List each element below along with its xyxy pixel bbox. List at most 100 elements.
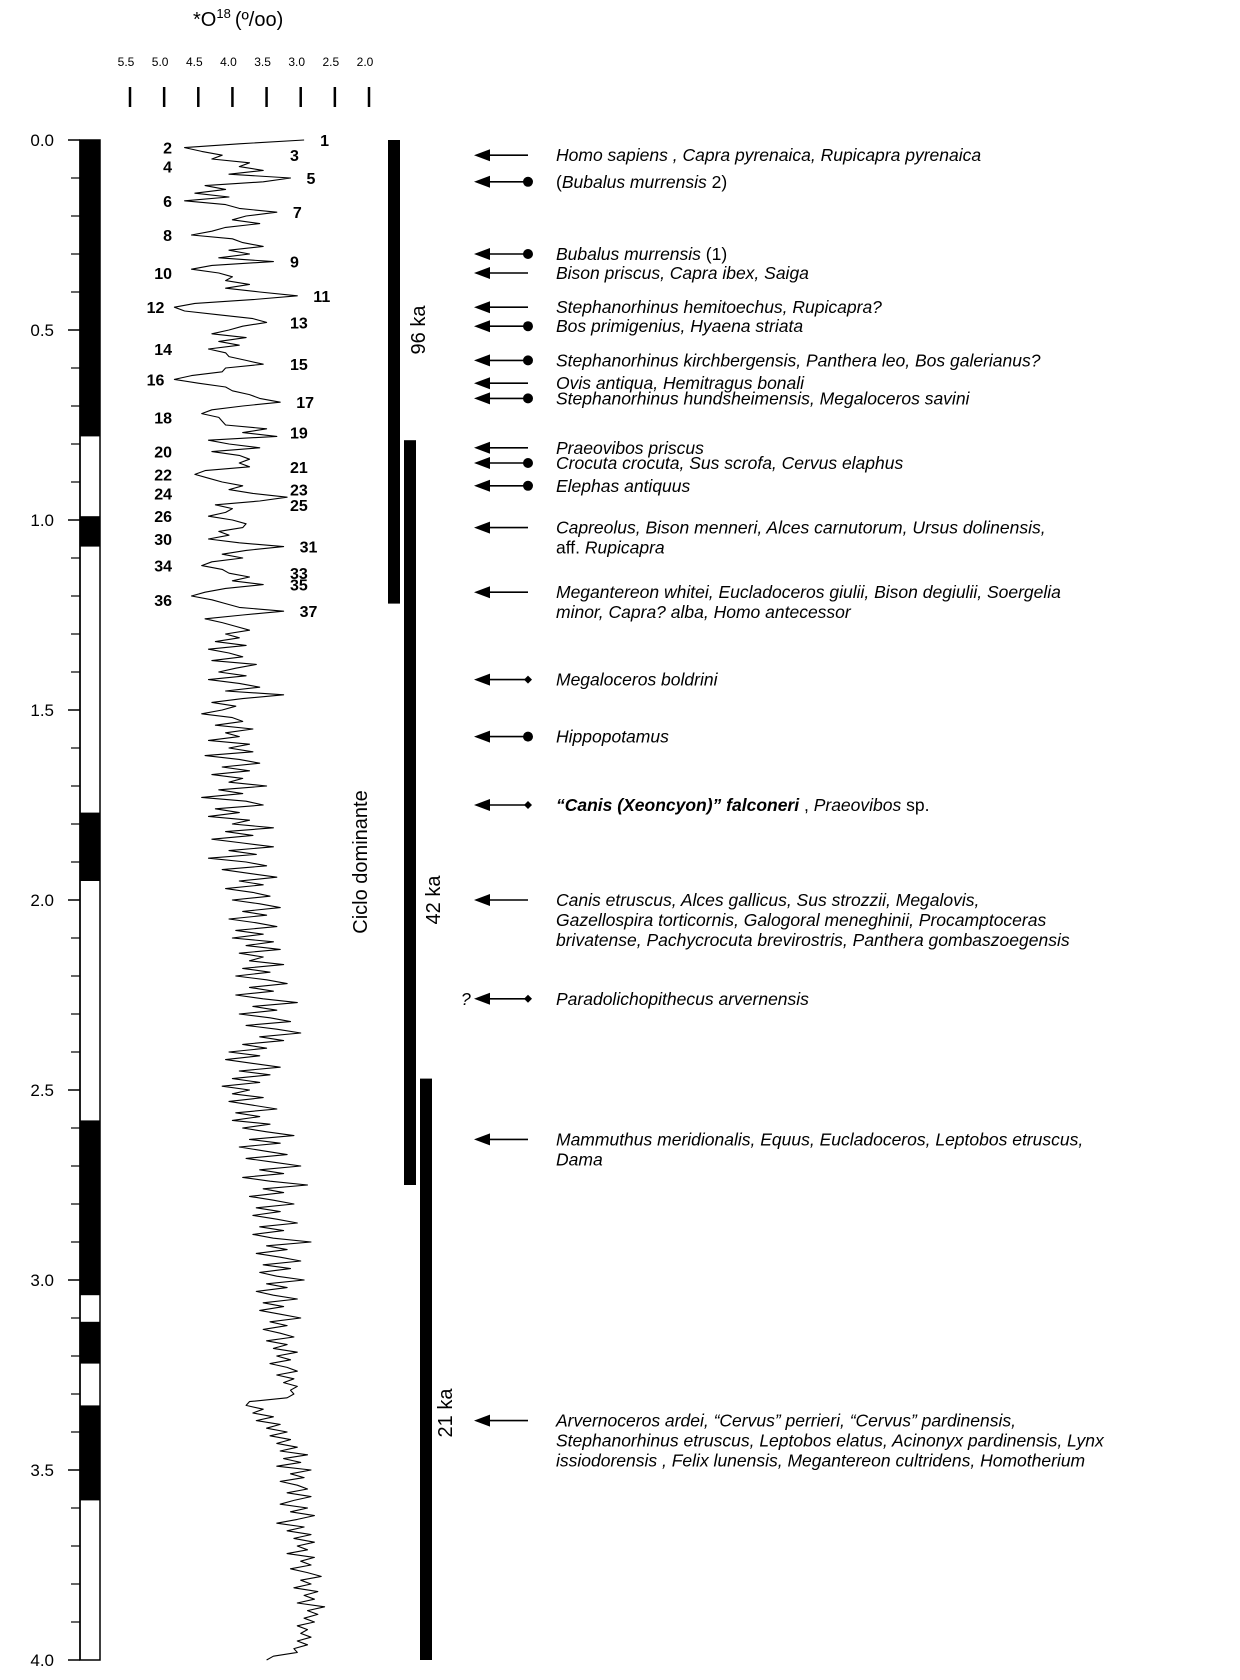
- isotope-stage-labels: 12 34567891011121314151617181920212223242…: [147, 133, 331, 621]
- fauna-species-text: “Canis (Xeoncyon)” falconeri , Praeovibo…: [556, 795, 929, 815]
- fauna-event: Megaloceros boldrini: [474, 670, 719, 690]
- dot-marker-icon: [523, 355, 533, 365]
- isotope-stage-label: 4: [163, 160, 172, 177]
- fauna-species-text: Stephanorhinus hundsheimensis, Megalocer…: [556, 388, 971, 408]
- fauna-species-text: Stephanorhinus kirchbergensis, Panthera …: [556, 350, 1041, 370]
- arrow-head-icon: [474, 320, 490, 332]
- cycle-bar: [404, 440, 416, 1185]
- fauna-species-text: Paradolichopithecus arvernensis: [556, 989, 809, 1009]
- x-tick-label: 2.0: [357, 55, 374, 69]
- arrow-head-icon: [474, 799, 490, 811]
- isotope-stage-label: 30: [154, 532, 172, 549]
- fauna-event: Homo sapiens , Capra pyrenaica, Rupicapr…: [474, 145, 981, 165]
- cycle-label: 42 ka: [423, 875, 445, 925]
- svg-text:*O18(º/oo): *O18 (º/oo): [193, 6, 283, 31]
- species-run: Capreolus, Bison menneri, Alces carnutor…: [556, 518, 1046, 538]
- arrow-head-icon: [474, 480, 490, 492]
- isotope-stage-label: 12: [147, 300, 165, 317]
- fauna-event: Hippopotamus: [474, 727, 669, 747]
- x-tick-label: 5.5: [118, 55, 135, 69]
- dot-marker-icon: [523, 249, 533, 259]
- arrow-head-icon: [474, 301, 490, 313]
- y-tick-label: 2.5: [30, 1081, 54, 1100]
- fauna-species-text: (Bubalus murrensis 2): [556, 172, 727, 192]
- fauna-species-text: Stephanorhinus hemitoechus, Rupicapra?: [556, 297, 882, 317]
- isotope-stage-label: 20: [154, 445, 172, 462]
- species-run: Stephanorhinus etruscus, Leptobos elatus…: [556, 1431, 1105, 1451]
- fauna-species-text: Bubalus murrensis (1): [556, 244, 727, 264]
- species-run: Megantereon whitei, Eucladoceros giulii,…: [556, 582, 1061, 602]
- species-run: Canis etruscus, Alces gallicus, Sus stro…: [556, 890, 979, 910]
- y-tick-label: 3.0: [30, 1271, 54, 1290]
- dot-marker-icon: [523, 321, 533, 331]
- dot-marker-icon: [523, 481, 533, 491]
- y-tick-label: 3.5: [30, 1461, 54, 1480]
- fauna-species-text-continuation: aff. Rupicapra: [556, 538, 665, 558]
- isotope-stage-label: 8: [163, 228, 172, 245]
- title-unit: (º/oo): [235, 9, 283, 31]
- fauna-event: Bison priscus, Capra ibex, Saiga: [474, 263, 809, 283]
- isotope-stage-label: 34: [154, 559, 172, 576]
- arrow-head-icon: [474, 442, 490, 454]
- species-run: Rupicapra: [585, 538, 665, 558]
- x-tick-label: 2.5: [323, 55, 340, 69]
- cycle-bar: [420, 1079, 432, 1660]
- normal-polarity-chron: [80, 1322, 100, 1364]
- fauna-event: Bubalus murrensis (1): [474, 244, 727, 264]
- dominant-cycle-bars: 96 ka 42 ka 21 ka Ciclo dominante: [350, 140, 457, 1660]
- isotope-stage-label: 18: [154, 410, 172, 427]
- species-run: Praeovibos: [814, 795, 902, 815]
- dominant-cycle-label: Ciclo dominante: [350, 790, 372, 933]
- normal-polarity-chron: [80, 813, 100, 881]
- fauna-species-text: Elephas antiquus: [556, 476, 691, 496]
- normal-polarity-chron: [80, 1120, 100, 1295]
- fauna-species-text: Homo sapiens , Capra pyrenaica, Rupicapr…: [556, 145, 981, 165]
- dot-marker-icon: [523, 177, 533, 187]
- isotope-stage-label: 11: [313, 289, 330, 306]
- species-run: Hippopotamus: [556, 727, 669, 747]
- arrow-head-icon: [474, 993, 490, 1005]
- y-tick-label: 1.0: [30, 511, 54, 530]
- isotope-stage-label: 15: [290, 357, 308, 374]
- fauna-event: Canis etruscus, Alces gallicus, Sus stro…: [474, 890, 979, 910]
- dot-marker-icon: [523, 393, 533, 403]
- fauna-event: Arvernoceros ardei, “Cervus” perrieri, “…: [474, 1411, 1016, 1431]
- isotope-stage-label: 22: [154, 467, 172, 484]
- fauna-species-text-continuation: Stephanorhinus etruscus, Leptobos elatus…: [556, 1431, 1105, 1451]
- species-run: Bison priscus, Capra ibex, Saiga: [556, 263, 809, 283]
- fauna-species-text-continuation: Dama: [556, 1149, 603, 1169]
- fauna-species-text: Crocuta crocuta, Sus scrofa, Cervus elap…: [556, 453, 903, 473]
- fauna-event: Crocuta crocuta, Sus scrofa, Cervus elap…: [474, 453, 903, 473]
- normal-polarity-chron: [80, 140, 100, 436]
- species-run: (1): [706, 244, 727, 264]
- species-run: Bos primigenius, Hyaena striata: [556, 316, 803, 336]
- normal-polarity-chron: [80, 516, 100, 546]
- species-run: Crocuta crocuta, Sus scrofa, Cervus elap…: [556, 453, 903, 473]
- species-run: sp.: [901, 795, 929, 815]
- species-run: ,: [799, 795, 814, 815]
- species-run: Stephanorhinus hundsheimensis, Megalocer…: [556, 388, 971, 408]
- isotope-stage-label: 37: [300, 604, 318, 621]
- isotope-stage-label: 10: [154, 266, 172, 283]
- dot-marker-icon: [523, 732, 533, 742]
- isotope-stage-label: 7: [293, 205, 302, 222]
- fauna-species-text: Canis etruscus, Alces gallicus, Sus stro…: [556, 890, 979, 910]
- fauna-event: Stephanorhinus kirchbergensis, Panthera …: [474, 350, 1041, 370]
- fauna-species-text: Megantereon whitei, Eucladoceros giulii,…: [556, 582, 1061, 602]
- title-prefix: *O: [193, 9, 216, 31]
- isotope-stage-label: 1: [320, 133, 329, 150]
- x-tick-label: 3.0: [288, 55, 305, 69]
- fauna-event: ? Paradolichopithecus arvernensis: [461, 989, 809, 1009]
- fauna-event: (Bubalus murrensis 2): [474, 172, 727, 192]
- isotope-stage-label: 3: [290, 148, 299, 165]
- fauna-event: Stephanorhinus hemitoechus, Rupicapra?: [474, 297, 882, 317]
- species-run: “Canis (Xeoncyon)” falconeri: [556, 795, 800, 815]
- fauna-event: Mammuthus meridionalis, Equus, Eucladoce…: [474, 1129, 1083, 1149]
- species-run: Bubalus murrensis: [556, 244, 706, 264]
- uncertain-marker: ?: [461, 989, 471, 1009]
- arrow-head-icon: [474, 176, 490, 188]
- diamond-marker-icon: [524, 995, 532, 1003]
- fauna-species-text: Bison priscus, Capra ibex, Saiga: [556, 263, 809, 283]
- isotope-stage-label: 24: [154, 486, 172, 503]
- fauna-event: “Canis (Xeoncyon)” falconeri , Praeovibo…: [474, 795, 929, 815]
